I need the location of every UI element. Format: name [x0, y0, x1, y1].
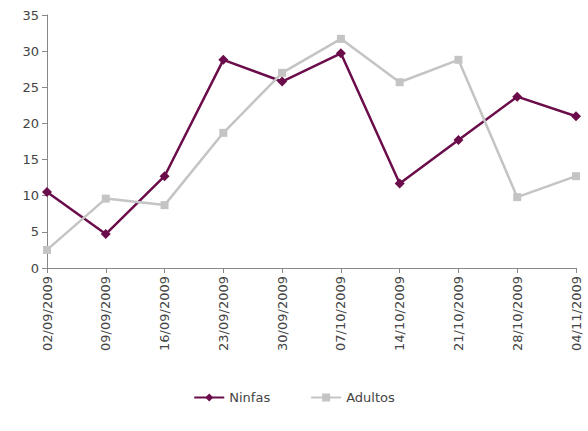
svg-text:30/09/2009: 30/09/2009 — [275, 276, 290, 351]
svg-text:28/10/2009: 28/10/2009 — [510, 276, 525, 351]
svg-text:14/10/2009: 14/10/2009 — [392, 276, 407, 351]
svg-text:07/10/2009: 07/10/2009 — [333, 276, 348, 351]
svg-text:25: 25 — [22, 80, 39, 95]
svg-text:Ninfas: Ninfas — [229, 390, 270, 405]
svg-text:15: 15 — [22, 152, 39, 167]
svg-text:04/11/2009: 04/11/2009 — [569, 276, 584, 351]
svg-text:20: 20 — [22, 116, 39, 131]
svg-text:0: 0 — [31, 261, 39, 276]
svg-text:16/09/2009: 16/09/2009 — [157, 276, 172, 351]
svg-text:09/09/2009: 09/09/2009 — [98, 276, 113, 351]
svg-text:23/09/2009: 23/09/2009 — [216, 276, 231, 351]
svg-text:10: 10 — [22, 188, 39, 203]
svg-text:Adultos: Adultos — [346, 390, 395, 405]
svg-text:21/10/2009: 21/10/2009 — [451, 276, 466, 351]
svg-text:02/09/2009: 02/09/2009 — [40, 276, 55, 351]
svg-text:35: 35 — [22, 8, 39, 23]
svg-text:30: 30 — [22, 44, 39, 59]
svg-text:5: 5 — [31, 224, 39, 239]
